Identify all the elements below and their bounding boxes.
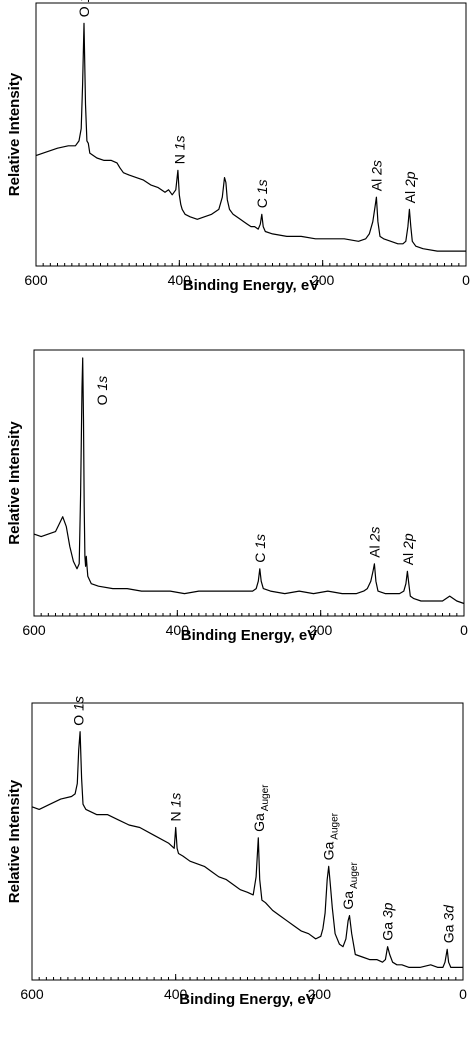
peak-label: Al 2p <box>402 171 418 203</box>
peak-label: N 1s <box>168 793 184 822</box>
peak-label: O 1s <box>94 376 110 406</box>
peak-label-main: O <box>94 391 110 406</box>
peak-label-orbital: 1s <box>76 0 92 3</box>
peak-label-main: C <box>254 194 270 208</box>
x-tick-label: 600 <box>24 272 48 288</box>
peak-label-orbital: 1s <box>254 180 270 195</box>
x-axis-label: Binding Energy, eV <box>179 991 315 1008</box>
peak-label-main: Al <box>368 175 384 191</box>
x-axis-label: Binding Energy, eV <box>181 627 317 644</box>
peak-label-main: Al <box>366 541 382 557</box>
peak-label-orbital: 1s <box>168 793 184 808</box>
x-tick-label: 600 <box>22 622 46 638</box>
chart-panel-3: 600 400 200 0 Binding Energy, eV Relative Int… <box>6 696 467 1008</box>
peak-label-subscript: Auger <box>349 862 360 889</box>
peak-label: Ga Auger <box>321 812 341 860</box>
peak-label: C 1s <box>252 534 268 563</box>
plot-frame <box>31 702 464 981</box>
peak-label: Ga 3d <box>441 904 457 943</box>
peak-label-orbital: 3p <box>380 902 396 918</box>
x-tick-label: 400 <box>164 986 188 1002</box>
peak-label: N 1s <box>171 136 187 165</box>
peak-label-main: Al <box>402 187 418 203</box>
peak-label-orbital: 2s <box>366 527 382 543</box>
peak-label-main: O <box>76 3 92 18</box>
peak-label-main: Ga <box>340 891 356 910</box>
y-axis-label: Relative Intensity <box>6 421 23 545</box>
peak-label: Al 2p <box>400 533 416 565</box>
x-tick-label: 0 <box>459 986 467 1002</box>
peak-label-subscript: Auger <box>260 784 271 811</box>
spectrum-line <box>33 357 465 605</box>
peak-label-main: Al <box>400 549 416 565</box>
x-tick-label: 200 <box>309 622 333 638</box>
peak-label-main: Ga <box>321 842 337 861</box>
peak-label-orbital: 2p <box>402 171 418 188</box>
peak-label: Ga Auger <box>251 784 271 832</box>
peak-label: Ga Auger <box>340 862 360 910</box>
peak-label: O 1s <box>76 0 92 17</box>
chart-panel-1: 600 400 200 0 Binding Energy, eV Relative Int… <box>6 0 470 294</box>
peak-label-main: N <box>168 808 184 822</box>
peak-label-subscript: Auger <box>330 812 341 839</box>
peak-label: O 1s <box>71 696 87 726</box>
x-axis-label: Binding Energy, eV <box>183 277 319 294</box>
x-tick-label: 400 <box>168 272 192 288</box>
peak-label-main: Ga <box>251 813 267 832</box>
peak-label-orbital: 3d <box>441 904 457 921</box>
x-tick-label: 0 <box>460 622 468 638</box>
y-axis-label: Relative Intensity <box>6 779 23 903</box>
peak-label-main: Ga <box>441 921 457 944</box>
x-tick-label: 600 <box>20 986 44 1002</box>
peak-label-main: C <box>252 549 268 563</box>
peak-label: Al 2s <box>366 527 382 558</box>
x-tick-label: 0 <box>462 272 470 288</box>
peak-label-orbital: 1s <box>252 534 268 549</box>
x-tick-label: 400 <box>166 622 190 638</box>
peak-label-main: Ga <box>380 918 396 941</box>
peak-label: Ga 3p <box>380 902 396 940</box>
peak-label-main: N <box>171 150 187 164</box>
peak-label-orbital: 1s <box>71 696 87 711</box>
peak-label-orbital: 2p <box>400 533 416 550</box>
y-axis-label: Relative Intensity <box>6 72 23 196</box>
x-tick-label: 200 <box>311 272 335 288</box>
peak-label-orbital: 1s <box>94 376 110 391</box>
chart-panel-2: 600 400 200 0 Binding Energy, eV Relative Int… <box>6 349 468 644</box>
peak-label-orbital: 2s <box>368 160 384 176</box>
peak-label-main: O <box>71 711 87 726</box>
peak-label-orbital: 1s <box>171 136 187 151</box>
spectrum-line <box>35 22 466 252</box>
peak-label: Al 2s <box>368 160 384 191</box>
spectrum-line <box>31 731 463 968</box>
peak-label: C 1s <box>254 180 270 209</box>
x-tick-label: 200 <box>308 986 332 1002</box>
